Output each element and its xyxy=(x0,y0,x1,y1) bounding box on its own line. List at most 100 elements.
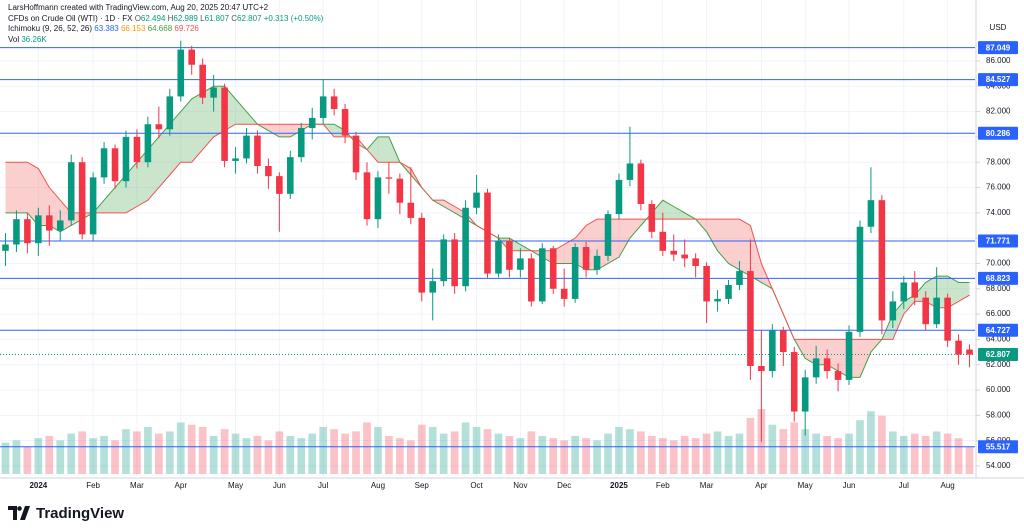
candle-body xyxy=(462,207,469,287)
volume-bar xyxy=(165,431,174,474)
candle-body xyxy=(429,281,437,293)
volume-bar xyxy=(341,433,349,474)
volume-bar xyxy=(319,426,328,474)
candle-body xyxy=(966,349,973,355)
brand-name: TradingView xyxy=(36,504,125,522)
candle-body xyxy=(24,219,31,244)
volume-row: Vol 36.26K xyxy=(8,35,323,46)
indicator-value: 69.726 xyxy=(174,24,199,33)
chart: USD 54.000 56.000 58.000 60.000 62.000 64.000… xyxy=(0,0,1024,490)
candle-body xyxy=(473,192,480,208)
cloud-fill xyxy=(903,295,915,315)
indicator-value: 64.668 xyxy=(147,24,173,33)
cloud-fill xyxy=(366,136,378,163)
candle-body xyxy=(922,297,929,325)
y-tick-label: 66.000 xyxy=(986,309,1011,318)
cloud-fill xyxy=(235,98,247,125)
candle-body xyxy=(484,192,491,274)
cloud-fill xyxy=(750,225,762,283)
volume-bar xyxy=(396,438,404,474)
volume-bar xyxy=(155,433,163,474)
candle-body xyxy=(681,254,688,259)
candle-body xyxy=(944,297,951,341)
candle-body xyxy=(46,215,53,231)
candle-body xyxy=(451,239,458,287)
volume-bar xyxy=(308,433,317,474)
candle-body xyxy=(407,202,415,218)
candle-body xyxy=(276,176,283,194)
volume-bar xyxy=(932,431,941,474)
quote-key: L xyxy=(200,13,205,23)
cloud-fill xyxy=(706,219,718,251)
cloud-fill xyxy=(377,136,389,163)
cloud-fill xyxy=(5,162,17,213)
volume-bar xyxy=(746,417,755,474)
candle-body xyxy=(703,265,710,302)
volume-bar xyxy=(538,435,547,474)
indicator-value: 63.383 xyxy=(94,24,119,33)
volume-bar xyxy=(242,438,251,474)
y-tick-label: 68.000 xyxy=(986,284,1011,293)
price-label: 68.823 xyxy=(986,274,1011,283)
candle-body xyxy=(166,96,174,130)
candle-body xyxy=(341,109,349,136)
candle-body xyxy=(725,284,732,299)
candle-body xyxy=(13,219,20,245)
price-label: 71.771 xyxy=(986,237,1011,246)
y-tick-label: 60.000 xyxy=(986,385,1011,394)
volume-bar xyxy=(231,433,240,474)
candle-body xyxy=(615,179,623,215)
cloud-fill xyxy=(16,162,28,213)
price-label: 80.286 xyxy=(986,129,1011,138)
volume-bar xyxy=(352,431,360,474)
volume-bar xyxy=(461,422,470,474)
x-tick-label: Aug xyxy=(371,481,385,490)
x-tick-label: Jul xyxy=(318,481,328,490)
volume-bar xyxy=(604,433,612,474)
volume-bar xyxy=(560,440,569,474)
candles-layer xyxy=(2,40,973,442)
candle-body xyxy=(297,128,305,158)
candle-body xyxy=(506,240,513,270)
volume-bar xyxy=(834,438,842,474)
quote-key: H xyxy=(167,13,174,23)
x-tick-label: Sep xyxy=(415,481,430,490)
x-tick-label: Mar xyxy=(700,481,714,490)
cloud-fill xyxy=(136,149,148,207)
quote-value: 62.989 xyxy=(173,13,198,23)
x-tick-label: Oct xyxy=(470,481,483,490)
volume-bar xyxy=(801,429,810,474)
candle-body xyxy=(67,162,75,221)
volume-bar xyxy=(45,435,54,474)
volume-bar xyxy=(680,435,689,474)
candle-body xyxy=(538,248,546,302)
candle-body xyxy=(790,352,798,412)
x-tick-label: 2024 xyxy=(29,481,47,490)
volume-bar xyxy=(845,433,853,474)
x-tick-label: May xyxy=(228,481,243,490)
price-label-bg xyxy=(978,73,1018,87)
candle-body xyxy=(122,136,130,182)
volume-bar xyxy=(483,429,492,474)
candle-body xyxy=(856,226,864,332)
candle-body xyxy=(560,288,568,299)
x-tick-label: Aug xyxy=(940,481,954,490)
volume-bar xyxy=(363,422,371,474)
candle-body xyxy=(736,271,743,285)
x-tick-label: Mar xyxy=(130,481,144,490)
price-label-bg xyxy=(978,440,1018,454)
candle-body xyxy=(801,377,809,412)
symbol-row: CFDs on Crude Oil (WTI) · 1D · FX O62.49… xyxy=(8,14,323,25)
indicator-row: Ichimoku (9, 26, 52, 26) 63.383 66.153 6… xyxy=(8,24,323,35)
brand-logo xyxy=(8,506,30,520)
currency: USD xyxy=(990,23,1007,32)
volume-bar xyxy=(428,426,437,474)
candle-body xyxy=(385,177,393,179)
candle-body xyxy=(955,340,962,355)
y-tick-label: 62.000 xyxy=(986,360,1011,369)
volume-bar xyxy=(549,438,558,474)
candle-body xyxy=(758,365,765,372)
y-tick-label: 82.000 xyxy=(986,107,1011,116)
volume-bar xyxy=(713,431,722,474)
x-tick-label: Feb xyxy=(656,481,670,490)
